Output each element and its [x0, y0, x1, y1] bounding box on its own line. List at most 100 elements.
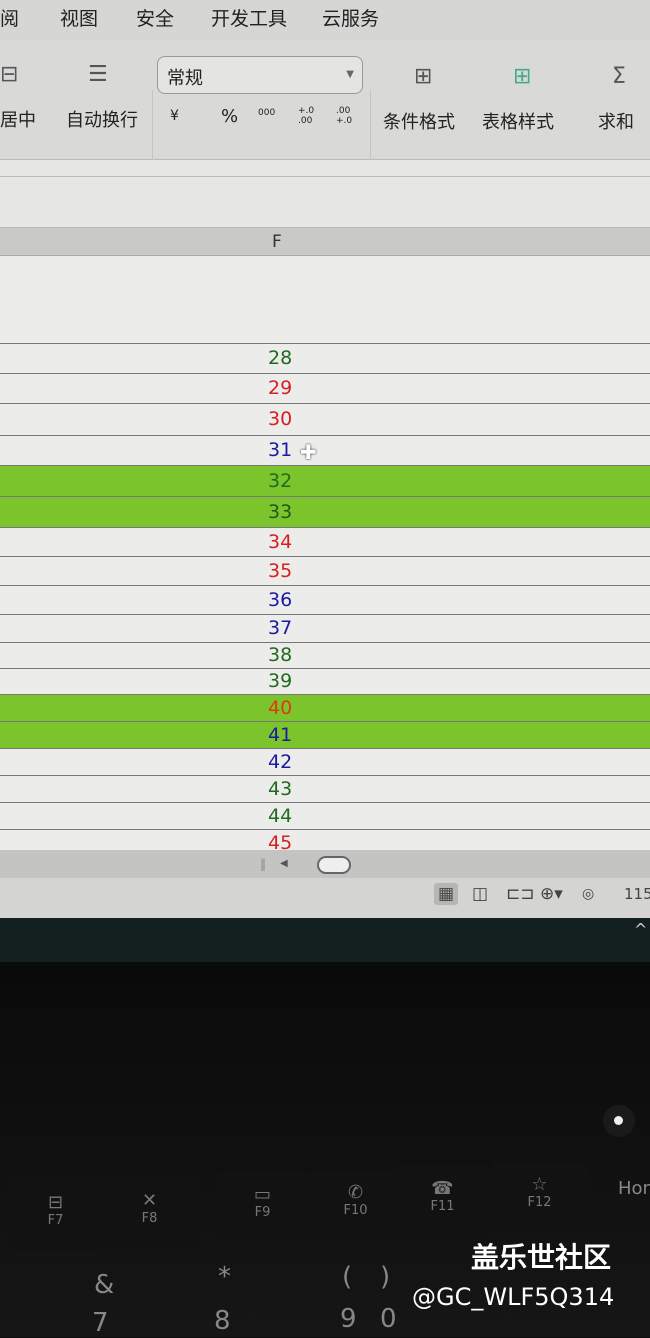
fkey-label: F7 — [47, 1213, 64, 1228]
fkey-label: F9 — [254, 1205, 271, 1220]
sheet-grid[interactable]: 28 29 30 31 32 33 34 35 36 37 38 39 40 41 42 43 44 45 ✚ — [0, 256, 650, 851]
page-break-icon[interactable]: ⊏⊐ — [506, 884, 535, 904]
table-row[interactable]: 30 — [0, 404, 650, 436]
reading-view-icon[interactable]: ⊕▾ — [540, 884, 563, 904]
conditional-format-icon: ⊞ — [414, 64, 433, 89]
conditional-format-button[interactable]: 条件格式 — [383, 112, 455, 133]
currency-button[interactable]: ¥ — [170, 108, 179, 124]
chevron-down-icon: ▼ — [346, 69, 354, 80]
cell-value[interactable]: 45 — [268, 832, 293, 851]
cell-value[interactable]: 41 — [268, 724, 293, 746]
function-key-f12: ☆ F12 — [492, 1162, 587, 1232]
menu-security[interactable]: 安全 — [136, 8, 175, 30]
table-row[interactable]: 29 — [0, 374, 650, 404]
table-row[interactable]: 39 — [0, 669, 650, 695]
normal-view-icon[interactable]: ▦ — [434, 883, 459, 905]
increase-decimal-button[interactable]: +.0 .00 — [298, 106, 315, 126]
number-format-select[interactable]: 常规 ▼ — [157, 56, 363, 94]
function-key-f11: ☎ F11 — [395, 1166, 490, 1236]
keyboard — [0, 962, 650, 1337]
cell-cursor-icon: ✚ — [300, 440, 317, 464]
cell-value[interactable]: 42 — [268, 751, 293, 773]
table-row[interactable]: 28 — [0, 344, 650, 374]
zoom-level[interactable]: 115 — [624, 885, 650, 903]
fkey-label: F11 — [430, 1199, 455, 1214]
cell-value[interactable]: 34 — [268, 531, 293, 553]
table-row[interactable]: 31 — [0, 436, 650, 466]
cell-value[interactable]: 36 — [268, 589, 293, 611]
menu-review[interactable]: 阅 — [0, 8, 20, 30]
menu-view[interactable]: 视图 — [60, 8, 99, 30]
fkey-label: F12 — [527, 1195, 552, 1210]
table-row[interactable]: 44 — [0, 803, 650, 830]
table-row[interactable]: 35 — [0, 557, 650, 586]
table-row[interactable]: 36 — [0, 586, 650, 615]
table-row[interactable]: 34 — [0, 528, 650, 557]
fkey-label: F10 — [343, 1203, 368, 1218]
table-row[interactable]: 41 — [0, 722, 650, 749]
percent-button[interactable]: % — [221, 106, 239, 127]
cell-value[interactable]: 38 — [268, 644, 293, 666]
column-header-f[interactable]: F — [0, 228, 650, 256]
splitter-icon[interactable]: ‖ — [260, 857, 266, 871]
table-row[interactable]: 37 — [0, 615, 650, 643]
cell-value[interactable]: 44 — [268, 805, 293, 827]
function-key-f7: ⊟ F7 — [8, 1180, 103, 1250]
table-row[interactable]: 33 — [0, 497, 650, 528]
page-layout-icon[interactable]: ◫ — [472, 884, 489, 904]
table-row[interactable]: 43 — [0, 776, 650, 803]
sum-button[interactable]: 求和 — [598, 112, 634, 133]
key-0: 0 — [380, 1304, 397, 1334]
table-style-button[interactable]: 表格样式 — [482, 112, 554, 133]
taskbar: ^ — [0, 918, 650, 962]
function-key-f8: ✕ F8 — [102, 1178, 197, 1248]
cell-value[interactable]: 32 — [268, 470, 293, 492]
horizontal-scrollbar[interactable]: ‖ ◀ — [0, 850, 650, 878]
home-key: Hom — [618, 1178, 650, 1199]
watermark-user: @GC_WLF5Q314 — [412, 1283, 615, 1311]
chevron-up-icon[interactable]: ^ — [634, 920, 648, 939]
cell-value[interactable]: 29 — [268, 377, 293, 399]
thousands-button[interactable]: 000 — [258, 108, 276, 118]
merge-center-button[interactable]: 居中 — [0, 110, 36, 131]
header-row — [0, 256, 650, 344]
formula-bar[interactable] — [0, 160, 650, 228]
menu-developer-tools[interactable]: 开发工具 — [211, 8, 288, 30]
fkey-icon: ☆ — [531, 1174, 548, 1195]
menu-cloud-services[interactable]: 云服务 — [322, 8, 380, 30]
table-row[interactable]: 40 — [0, 695, 650, 722]
decrease-decimal-button[interactable]: .00 +.0 — [336, 106, 353, 126]
wrap-text-button[interactable]: 自动换行 — [66, 110, 138, 131]
cell-value[interactable]: 43 — [268, 778, 293, 800]
eye-protection-icon[interactable]: ◎ — [582, 886, 595, 902]
table-style-icon: ⊞ — [513, 64, 532, 89]
fkey-icon: ✆ — [347, 1182, 364, 1203]
cell-value[interactable]: 30 — [268, 408, 293, 430]
sum-icon: Σ — [612, 64, 626, 89]
scroll-left-icon[interactable]: ◀ — [280, 858, 288, 869]
function-key-f10: ✆ F10 — [308, 1170, 403, 1240]
key-asterisk: * — [218, 1262, 231, 1292]
cell-value[interactable]: 40 — [268, 697, 293, 719]
fkey-icon: ▭ — [253, 1184, 271, 1205]
cell-value[interactable]: 28 — [268, 347, 293, 369]
table-row[interactable]: 32 — [0, 466, 650, 497]
merge-icon: ⊟ — [0, 62, 19, 87]
cell-value[interactable]: 33 — [268, 501, 293, 523]
watermark-title: 盖乐世社区 — [471, 1241, 612, 1274]
cell-value[interactable]: 37 — [268, 617, 293, 639]
cell-value[interactable]: 39 — [268, 670, 293, 692]
table-row[interactable]: 38 — [0, 643, 650, 669]
scroll-thumb[interactable] — [317, 856, 351, 874]
cell-value[interactable]: 31 — [268, 439, 293, 461]
menu-bar: 阅 视图 安全 开发工具 云服务 — [0, 0, 650, 40]
fkey-icon: ☎ — [431, 1178, 454, 1199]
table-row[interactable]: 45 — [0, 830, 650, 851]
cell-value[interactable]: 35 — [268, 560, 293, 582]
fkey-label: F8 — [141, 1211, 158, 1226]
key-8: 8 — [214, 1306, 231, 1336]
column-label: F — [272, 232, 282, 252]
fkey-icon: ✕ — [141, 1190, 158, 1211]
key-7: 7 — [92, 1308, 109, 1338]
table-row[interactable]: 42 — [0, 749, 650, 776]
